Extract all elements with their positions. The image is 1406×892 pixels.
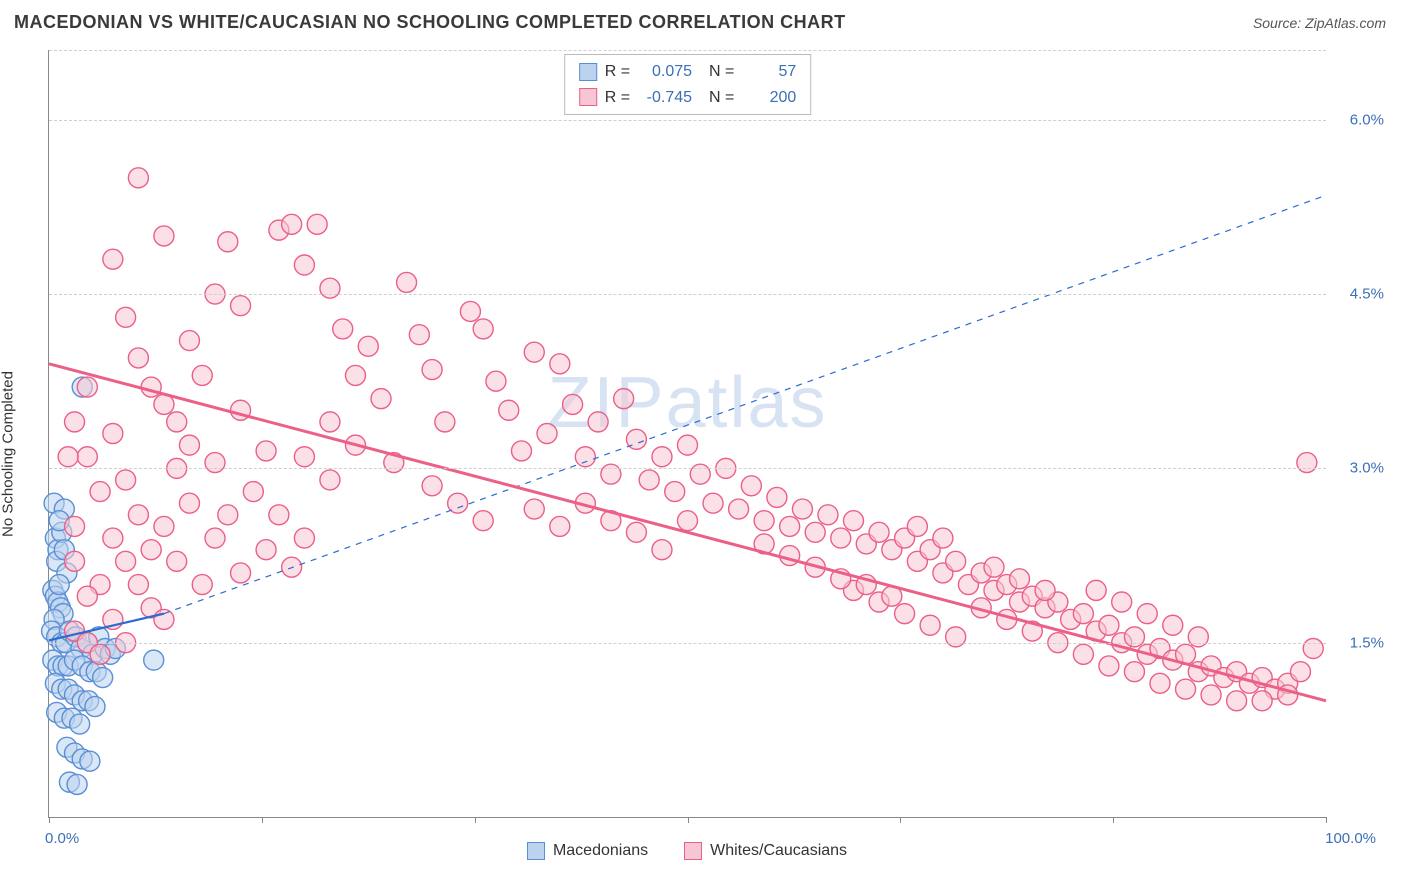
r-value-macedonians: 0.075 <box>638 59 692 85</box>
r-label: R = <box>605 59 630 85</box>
r-label: R = <box>605 85 630 111</box>
legend-row-macedonians: R = 0.075 N = 57 <box>579 59 797 85</box>
series-legend: Macedonians Whites/Caucasians <box>48 842 1326 860</box>
y-tick-label: 6.0% <box>1350 111 1384 128</box>
legend-item-whites: Whites/Caucasians <box>684 842 847 860</box>
swatch-whites <box>579 88 597 106</box>
series-label-macedonians: Macedonians <box>553 842 648 860</box>
n-label: N = <box>700 59 734 85</box>
chart-title: MACEDONIAN VS WHITE/CAUCASIAN NO SCHOOLI… <box>14 12 846 33</box>
y-tick-label: 1.5% <box>1350 634 1384 651</box>
swatch-macedonians <box>579 63 597 81</box>
swatch-macedonians <box>527 842 545 860</box>
source-name: ZipAtlas.com <box>1305 15 1386 31</box>
y-tick-label: 3.0% <box>1350 460 1384 477</box>
y-axis-label: No Schooling Completed <box>0 371 17 537</box>
r-value-whites: -0.745 <box>638 85 692 111</box>
series-label-whites: Whites/Caucasians <box>710 842 847 860</box>
correlation-legend: R = 0.075 N = 57 R = -0.745 N = 200 <box>564 54 812 115</box>
legend-item-macedonians: Macedonians <box>527 842 648 860</box>
scatter-svg <box>49 50 1326 817</box>
plot-area: ZIPatlas R = 0.075 N = 57 R = -0.745 N =… <box>48 50 1326 818</box>
chart-container: No Schooling Completed ZIPatlas R = 0.07… <box>14 50 1388 858</box>
source-attribution: Source: ZipAtlas.com <box>1253 15 1386 31</box>
swatch-whites <box>684 842 702 860</box>
n-value-whites: 200 <box>742 85 796 111</box>
n-value-macedonians: 57 <box>742 59 796 85</box>
legend-row-whites: R = -0.745 N = 200 <box>579 85 797 111</box>
x-tick-label: 100.0% <box>1325 830 1376 847</box>
source-label: Source: <box>1253 15 1305 31</box>
y-tick-label: 4.5% <box>1350 286 1384 303</box>
n-label: N = <box>700 85 734 111</box>
